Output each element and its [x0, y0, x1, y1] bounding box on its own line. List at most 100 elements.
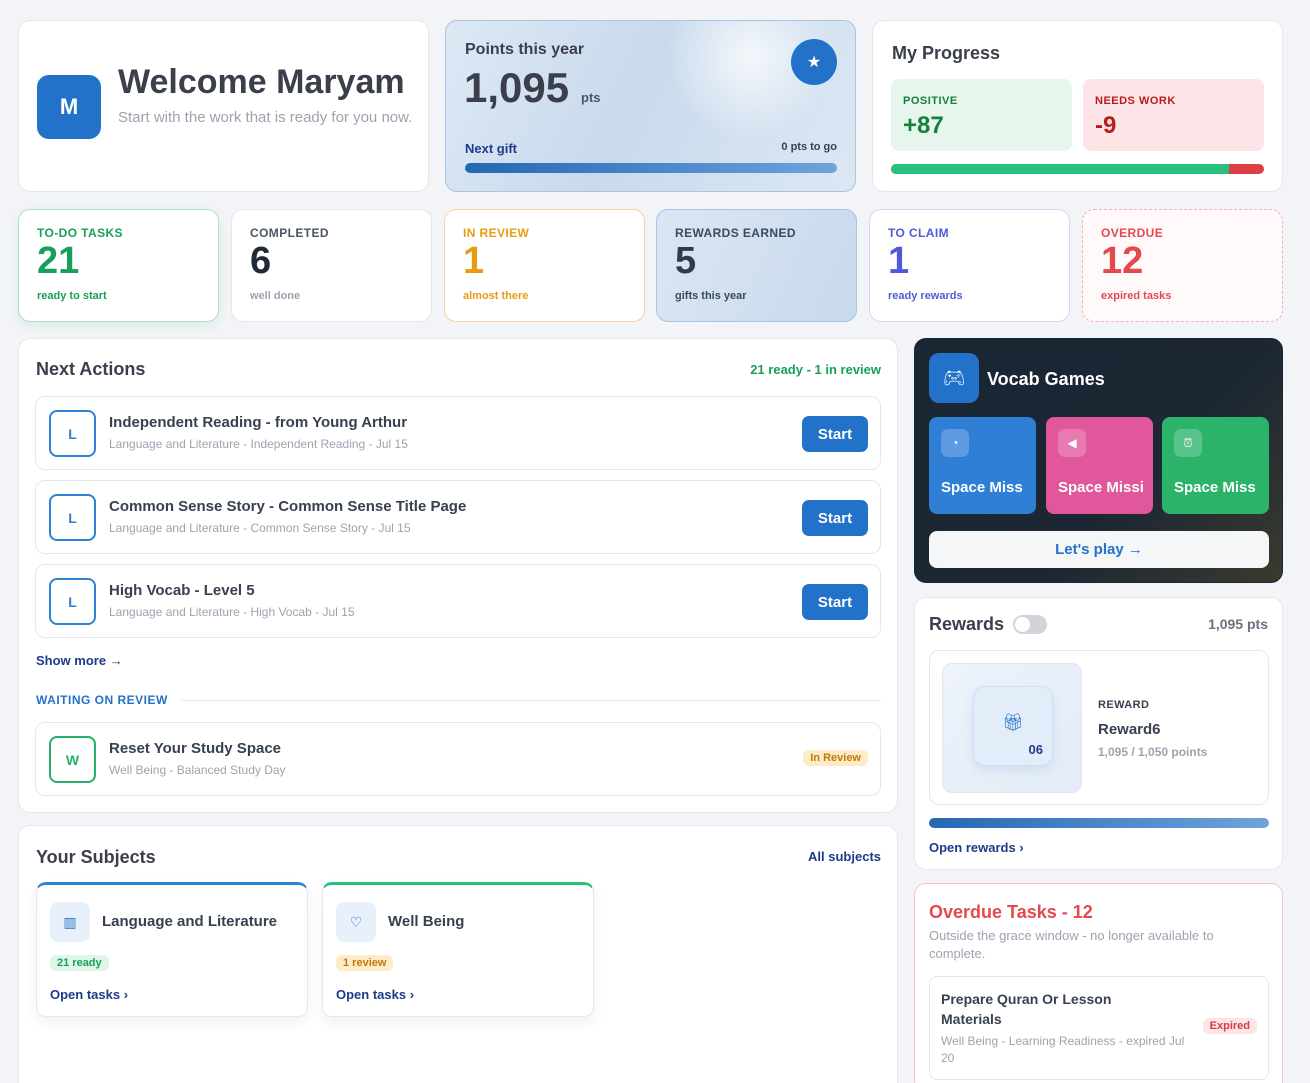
open-tasks-link[interactable]: Open tasks ›	[336, 987, 415, 1002]
welcome-card: M Welcome Maryam Start with the work tha…	[18, 20, 429, 192]
gift-icon: 🎁︎	[1002, 713, 1024, 732]
stat-sub: expired tasks	[1101, 290, 1172, 302]
stat-sub: gifts this year	[675, 290, 747, 302]
stat-value: 6	[250, 240, 272, 282]
stat-sub: well done	[250, 290, 301, 302]
subject-card-wellbeing[interactable]: ♡ Well Being 1 review Open tasks ›	[322, 882, 594, 1017]
game-tile[interactable]: ◔ Space Miss	[929, 417, 1036, 514]
positive-label: POSITIVE	[903, 95, 958, 107]
action-row: L High Vocab - Level 5 Language and Lite…	[35, 564, 881, 638]
all-subjects-link[interactable]: All subjects	[808, 849, 881, 864]
rewards-points: 1,095 pts	[1208, 616, 1268, 632]
progress-ratio-bar	[891, 164, 1264, 174]
game-name: Space Missi	[1058, 479, 1144, 496]
subjects-card: Your Subjects All subjects ▥ Language an…	[18, 825, 898, 1083]
rewards-title: Rewards	[929, 614, 1005, 634]
speaker-icon: ◀	[1058, 429, 1086, 457]
stat-in-review[interactable]: IN REVIEW 1 almost there	[444, 209, 645, 322]
action-title: High Vocab - Level 5	[109, 582, 255, 599]
reward-progress-text: 1,095 / 1,050 points	[1098, 745, 1208, 759]
next-actions-title: Next Actions	[36, 359, 146, 379]
vocab-games-card: 🎮︎ Vocab Games ◔ Space Miss ◀ Space Miss…	[914, 338, 1283, 583]
overdue-card: Overdue Tasks - 12 Outside the grace win…	[914, 883, 1283, 1083]
reward-name: Reward6	[1098, 721, 1161, 738]
game-tile[interactable]: ◀ Space Missi	[1046, 417, 1153, 514]
stat-label: COMPLETED	[250, 226, 329, 240]
reward-progress-bar	[929, 818, 1269, 828]
ear-icon: ◔	[941, 429, 969, 457]
subject-letter: L	[49, 578, 96, 625]
subject-name: Language and Literature	[102, 913, 278, 930]
chevron-right-icon: ›	[123, 987, 129, 1002]
lets-play-button[interactable]: Let's play →	[929, 531, 1269, 568]
overdue-item-title: Prepare Quran Or Lesson Materials	[941, 991, 1112, 1027]
overdue-title: Overdue Tasks - 12	[929, 902, 1093, 922]
reward-kicker: REWARD	[1098, 699, 1150, 711]
review-row: W Reset Your Study Space Well Being - Ba…	[35, 722, 881, 796]
action-title: Reset Your Study Space	[109, 740, 282, 757]
stat-label: OVERDUE	[1101, 226, 1164, 240]
stat-sub: ready rewards	[888, 290, 963, 302]
avatar[interactable]: M	[37, 75, 101, 139]
needs-work-value: -9	[1095, 112, 1117, 139]
needs-work-label: NEEDS WORK	[1095, 95, 1176, 107]
show-more-link[interactable]: Show more →	[36, 653, 123, 668]
start-button[interactable]: Start	[802, 416, 868, 452]
stat-todo[interactable]: TO-DO TASKS 21 ready to start	[18, 209, 219, 322]
stat-label: TO-DO TASKS	[37, 226, 123, 240]
stat-overdue[interactable]: OVERDUE 12 expired tasks	[1082, 209, 1283, 322]
subject-card-language[interactable]: ▥ Language and Literature 21 ready Open …	[36, 882, 308, 1017]
start-button[interactable]: Start	[802, 584, 868, 620]
waiting-review-label: WAITING ON REVIEW	[36, 693, 168, 707]
subject-name: Well Being	[388, 913, 465, 930]
action-meta: Language and Literature - Common Sense S…	[109, 521, 411, 535]
action-meta: Language and Literature - High Vocab - J…	[109, 605, 355, 619]
next-gift-label: Next gift	[465, 141, 517, 156]
stat-sub: almost there	[463, 290, 529, 302]
stat-to-claim[interactable]: TO CLAIM 1 ready rewards	[869, 209, 1070, 322]
subject-letter: W	[49, 736, 96, 783]
heart-icon: ♡	[336, 902, 376, 942]
action-row: L Independent Reading - from Young Arthu…	[35, 396, 881, 470]
action-title: Independent Reading - from Young Arthur	[109, 414, 408, 431]
stat-value: 1	[888, 240, 910, 282]
arrow-right-icon: →	[1127, 541, 1143, 558]
action-meta: Language and Literature - Independent Re…	[109, 437, 408, 451]
expired-badge: Expired	[1202, 1018, 1257, 1034]
game-tile[interactable]: ⏰︎ Space Miss	[1162, 417, 1269, 514]
subjects-title: Your Subjects	[36, 847, 156, 867]
star-icon[interactable]: ★	[791, 39, 837, 85]
action-title: Common Sense Story - Common Sense Title …	[109, 498, 467, 515]
positive-box: POSITIVE +87	[891, 79, 1072, 151]
needs-work-box: NEEDS WORK -9	[1083, 79, 1264, 151]
stat-value: 1	[463, 240, 485, 282]
action-meta: Well Being - Balanced Study Day	[109, 763, 286, 777]
open-tasks-link[interactable]: Open tasks ›	[50, 987, 129, 1002]
subject-letter: L	[49, 494, 96, 541]
progress-card: My Progress POSITIVE +87 NEEDS WORK -9	[872, 20, 1283, 192]
books-icon: ▥	[50, 902, 90, 942]
start-button[interactable]: Start	[802, 500, 868, 536]
stat-rewards-earned[interactable]: REWARDS EARNED 5 gifts this year	[656, 209, 857, 322]
open-rewards-link[interactable]: Open rewards ›	[929, 840, 1024, 855]
rewards-toggle[interactable]	[1013, 615, 1047, 634]
stat-value: 5	[675, 240, 697, 282]
stat-label: TO CLAIM	[888, 226, 949, 240]
stat-sub: ready to start	[37, 290, 107, 302]
stat-label: REWARDS EARNED	[675, 226, 796, 240]
welcome-subtitle: Start with the work that is ready for yo…	[118, 109, 413, 126]
positive-value: +87	[903, 112, 944, 139]
overdue-item[interactable]: Prepare Quran Or Lesson Materials Well B…	[929, 976, 1269, 1080]
reward-item[interactable]: 🎁︎ 06 REWARD Reward6 1,095 / 1,050 point…	[929, 650, 1269, 805]
points-card: Points this year 1,095 pts ★ Next gift 0…	[445, 20, 856, 192]
subject-pill: 21 ready	[50, 955, 109, 971]
game-name: Space Miss	[941, 479, 1023, 496]
stat-completed[interactable]: COMPLETED 6 well done	[231, 209, 432, 322]
points-value: 1,095	[464, 64, 570, 111]
stat-value: 12	[1101, 240, 1144, 282]
rewards-card: Rewards 1,095 pts 🎁︎ 06 REWARD Reward6 1…	[914, 597, 1283, 870]
next-actions-summary: 21 ready - 1 in review	[750, 362, 881, 377]
welcome-title: Welcome Maryam	[118, 63, 405, 101]
vocab-title: Vocab Games	[987, 369, 1105, 389]
overdue-item-meta: Well Being - Learning Readiness - expire…	[941, 1034, 1185, 1065]
